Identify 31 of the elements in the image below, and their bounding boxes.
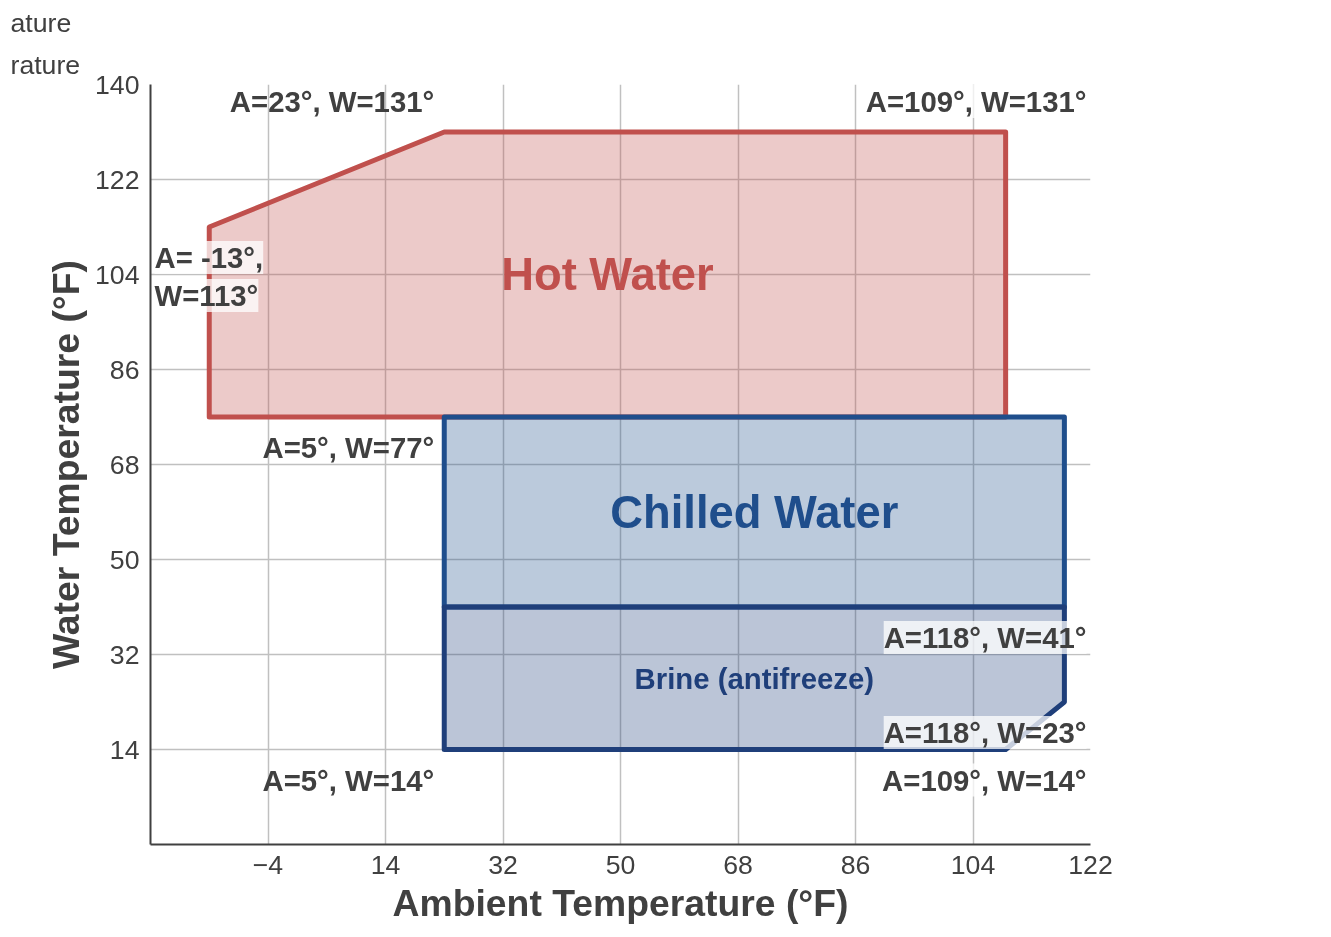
- annotation: A=5°, W=77°: [262, 431, 435, 464]
- y-tick-label: 14: [109, 734, 140, 765]
- annotation: A=109°, W=14°: [882, 763, 1087, 797]
- annotation: A=23°, W=131°: [229, 85, 435, 118]
- x-tick-label: 104: [950, 849, 996, 880]
- annotation: A=5°, W=14°: [262, 763, 435, 797]
- x-tick-label: −4: [252, 849, 284, 880]
- annotation: A=118°, W=41°: [883, 621, 1087, 654]
- x-tick-label: 14: [370, 849, 401, 880]
- series-label: Chilled Water: [610, 486, 899, 538]
- x-tick-label: 32: [488, 849, 518, 880]
- y-tick-label: 104: [95, 259, 140, 290]
- annotation: A=109°, W=131°: [865, 85, 1087, 118]
- x-tick-label: 68: [723, 849, 753, 880]
- y-tick-label: 50: [109, 544, 140, 575]
- x-axis-title: Ambient Temperature (°F): [392, 881, 849, 924]
- x-tick-label: 50: [605, 849, 636, 880]
- series-label: Hot Water: [501, 249, 714, 300]
- annotation: A= -13°, W=113°: [154, 241, 264, 312]
- y-tick-label: 32: [109, 639, 140, 670]
- text: rature: [10, 49, 81, 80]
- x-tick-label: 122: [1068, 849, 1113, 880]
- y-axis-title: Water Temperature (°F): [45, 259, 88, 669]
- series-label: Brine (antifreeze): [634, 661, 875, 695]
- y-tick-label: 68: [109, 449, 140, 480]
- text: ature: [10, 7, 72, 38]
- y-tick-label: 86: [109, 354, 140, 385]
- y-tick-label: 140: [95, 69, 140, 100]
- x-tick-label: 86: [840, 849, 871, 880]
- y-tick-label: 122: [95, 164, 140, 195]
- annotation: A=118°, W=23°: [883, 716, 1087, 749]
